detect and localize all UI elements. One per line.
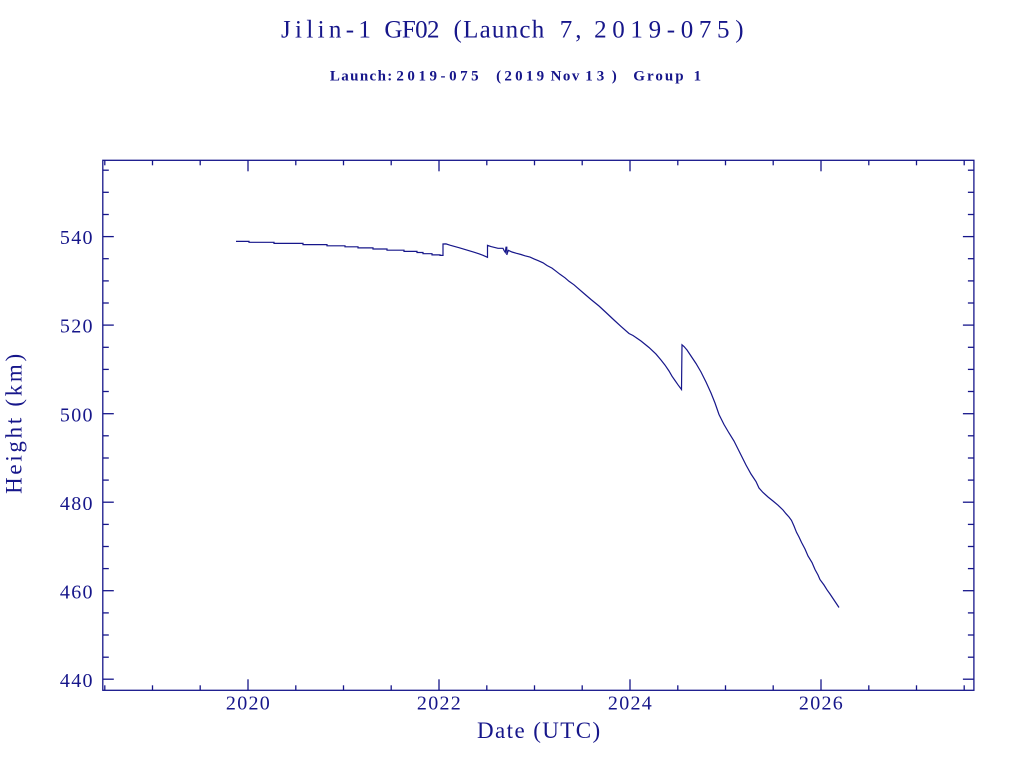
svg-text:480: 480: [60, 493, 94, 515]
svg-text:Date (UTC): Date (UTC): [477, 718, 602, 743]
svg-text:440: 440: [60, 670, 94, 692]
svg-text:2024: 2024: [608, 693, 653, 715]
svg-text:Group: Group: [633, 69, 685, 85]
svg-text:1: 1: [694, 69, 703, 85]
svg-text:460: 460: [60, 581, 94, 603]
svg-text:500: 500: [60, 404, 94, 426]
svg-text:(2019: (2019: [496, 69, 547, 85]
svg-text:2022: 2022: [417, 693, 462, 715]
svg-text:Nov: Nov: [551, 69, 581, 85]
svg-text:540: 540: [60, 227, 94, 249]
svg-text:): ): [612, 69, 620, 85]
svg-text:2019-075: 2019-075: [396, 69, 482, 85]
svg-text:2019-075): 2019-075): [594, 17, 749, 44]
svg-text:2026: 2026: [799, 693, 844, 715]
svg-text:GF02: GF02: [384, 17, 439, 44]
svg-text:Height (km): Height (km): [2, 351, 27, 494]
svg-text:Jilin-1: Jilin-1: [281, 17, 375, 44]
svg-text:520: 520: [60, 316, 94, 338]
svg-text:2020: 2020: [226, 693, 271, 715]
svg-text:13: 13: [585, 69, 608, 85]
svg-text:(Launch: (Launch: [454, 17, 546, 44]
svg-text:Launch:: Launch:: [330, 69, 394, 85]
svg-text:7,: 7,: [560, 17, 585, 44]
